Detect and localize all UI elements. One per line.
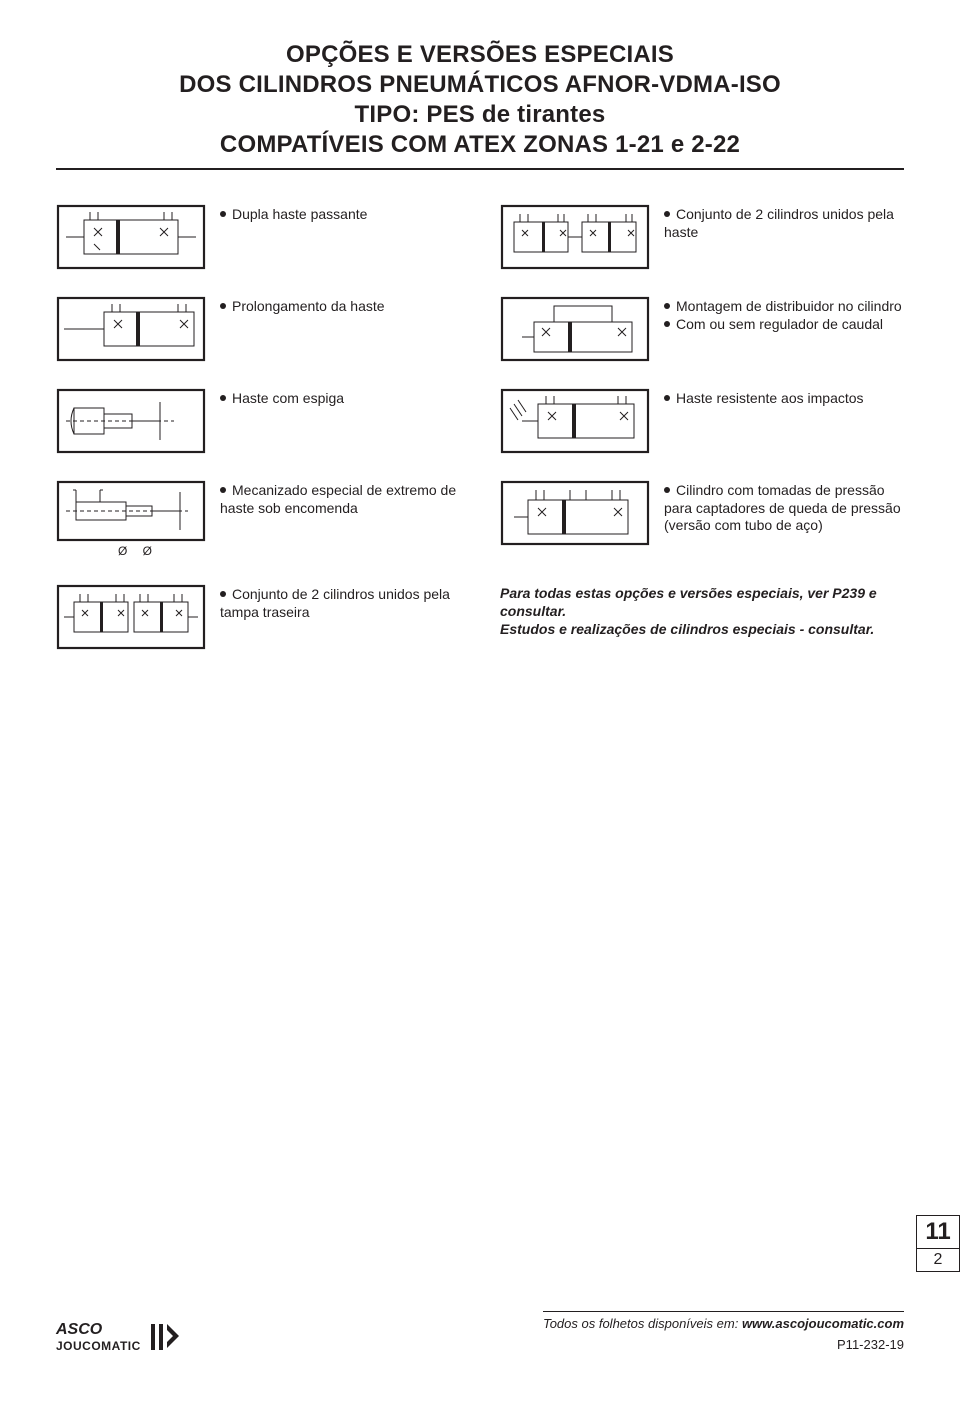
brand-joucomatic: JOUCOMATIC — [56, 1340, 141, 1352]
footer-availability: Todos os folhetos disponíveis em: www.as… — [543, 1311, 904, 1331]
option-conjunto-tampa: Conjunto de 2 cilindros unidos pela tamp… — [56, 584, 460, 650]
diagram-prolongamento-icon — [56, 296, 206, 362]
tab-number: 11 — [916, 1215, 960, 1249]
diagram-espiga-icon — [56, 388, 206, 454]
label: Com ou sem regulador de caudal — [676, 316, 883, 332]
row-5: Conjunto de 2 cilindros unidos pela tamp… — [56, 584, 904, 650]
option-text: Montagem de distribuidor no cilindro Com… — [664, 296, 902, 333]
option-conjunto-pela-haste: Conjunto de 2 cilindros unidos pela hast… — [500, 204, 904, 270]
option-text: Conjunto de 2 cilindros unidos pela hast… — [664, 204, 904, 241]
diagram-conjunto-haste-icon — [500, 204, 650, 270]
page: OPÇÕES E VERSÕES ESPECIAIS DOS CILINDROS… — [0, 0, 960, 1402]
page-code: P11-232-19 — [543, 1337, 904, 1352]
footer-right: Todos os folhetos disponíveis em: www.as… — [543, 1311, 904, 1352]
label: Haste resistente aos impactos — [676, 390, 864, 406]
row-3: Haste com espiga Haste resistente aos im… — [56, 388, 904, 454]
diameter-label: Ø Ø — [104, 544, 158, 558]
option-text: Dupla haste passante — [220, 204, 367, 224]
option-text: Prolongamento da haste — [220, 296, 385, 316]
note-line-1: Para todas estas opções e versões especi… — [500, 584, 904, 620]
note-block: Para todas estas opções e versões especi… — [500, 584, 904, 650]
label: Conjunto de 2 cilindros unidos pela tamp… — [220, 586, 450, 620]
footer-text: Todos os folhetos disponíveis em — [543, 1316, 735, 1331]
title-line-3: TIPO: PES de tirantes — [56, 100, 904, 130]
option-text: Cilindro com tomadas de pressão para cap… — [664, 480, 904, 535]
option-dupla-haste: Dupla haste passante — [56, 204, 460, 270]
title-line-1: OPÇÕES E VERSÕES ESPECIAIS — [56, 40, 904, 70]
title-divider — [56, 168, 904, 170]
label: Haste com espiga — [232, 390, 344, 406]
brand-asco: ASCO — [56, 1322, 141, 1338]
tab-sub: 2 — [916, 1249, 960, 1272]
option-text: Haste resistente aos impactos — [664, 388, 864, 408]
section-tab: 11 2 — [916, 1215, 960, 1272]
row-2: Prolongamento da haste Montagem de distr… — [56, 296, 904, 362]
diagram-resistente-icon — [500, 388, 650, 454]
label: Dupla haste passante — [232, 206, 367, 222]
option-haste-resistente: Haste resistente aos impactos — [500, 388, 904, 454]
option-montagem-distribuidor: Montagem de distribuidor no cilindro Com… — [500, 296, 904, 362]
options-grid: Dupla haste passante — [56, 204, 904, 650]
diagram-conjunto-tampa-icon — [56, 584, 206, 650]
option-prolongamento: Prolongamento da haste — [56, 296, 460, 362]
option-haste-espiga: Haste com espiga — [56, 388, 460, 454]
title-line-4: COMPATÍVEIS COM ATEX ZONAS 1-21 e 2-22 — [56, 130, 904, 160]
footer-url: www.ascojoucomatic.com — [742, 1316, 904, 1331]
diagram-mecanizado-icon — [56, 480, 206, 542]
option-text: Mecanizado especial de extremo de haste … — [220, 480, 460, 517]
diagram-distribuidor-icon — [500, 296, 650, 362]
row-1: Dupla haste passante — [56, 204, 904, 270]
label: Cilindro com tomadas de pressão para cap… — [664, 482, 901, 533]
label: Prolongamento da haste — [232, 298, 385, 314]
note-line-2: Estudos e realizações de cilindros espec… — [500, 620, 904, 638]
label: Conjunto de 2 cilindros unidos pela hast… — [664, 206, 894, 240]
diagram-tomadas-icon — [500, 480, 650, 546]
logo-bars-icon — [149, 1322, 179, 1352]
label: Mecanizado especial de extremo de haste … — [220, 482, 456, 516]
diagram-dupla-haste-icon — [56, 204, 206, 270]
footer: ASCO JOUCOMATIC Todos os folhetos dispon… — [56, 1311, 904, 1352]
label: Montagem de distribuidor no cilindro — [676, 298, 902, 314]
note-text: Para todas estas opções e versões especi… — [500, 584, 904, 639]
option-cilindro-tomadas: Cilindro com tomadas de pressão para cap… — [500, 480, 904, 558]
option-text: Haste com espiga — [220, 388, 344, 408]
title-line-2: DOS CILINDROS PNEUMÁTICOS AFNOR-VDMA-ISO — [56, 70, 904, 100]
option-mecanizado: Ø Ø Mecanizado especial de extremo de ha… — [56, 480, 460, 558]
title-block: OPÇÕES E VERSÕES ESPECIAIS DOS CILINDROS… — [56, 40, 904, 160]
brand-logo: ASCO JOUCOMATIC — [56, 1322, 179, 1352]
option-text: Conjunto de 2 cilindros unidos pela tamp… — [220, 584, 460, 621]
row-4: Ø Ø Mecanizado especial de extremo de ha… — [56, 480, 904, 558]
